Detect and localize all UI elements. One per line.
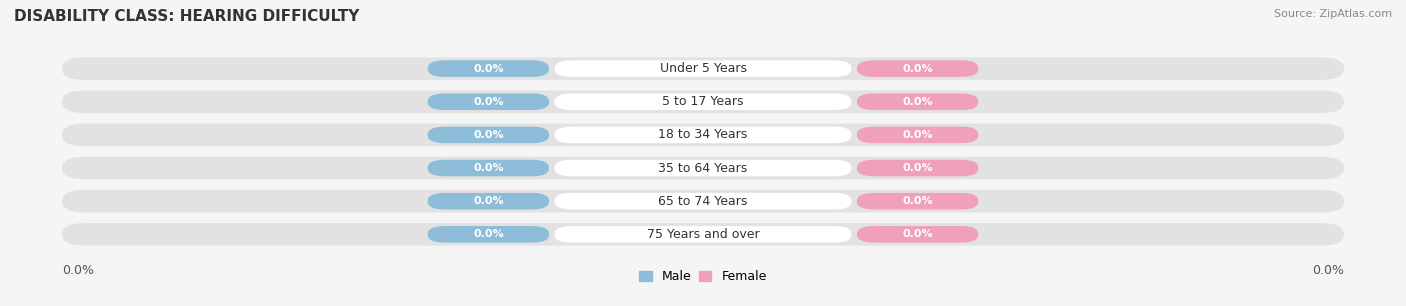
Text: 65 to 74 Years: 65 to 74 Years (658, 195, 748, 208)
FancyBboxPatch shape (554, 93, 852, 110)
FancyBboxPatch shape (427, 127, 550, 143)
FancyBboxPatch shape (427, 193, 550, 210)
Text: 0.0%: 0.0% (903, 229, 934, 239)
FancyBboxPatch shape (554, 127, 852, 143)
Text: 18 to 34 Years: 18 to 34 Years (658, 129, 748, 141)
Text: 5 to 17 Years: 5 to 17 Years (662, 95, 744, 108)
FancyBboxPatch shape (427, 60, 550, 77)
Text: 0.0%: 0.0% (472, 130, 503, 140)
Text: 0.0%: 0.0% (903, 97, 934, 107)
Text: 0.0%: 0.0% (62, 264, 94, 277)
FancyBboxPatch shape (856, 226, 979, 243)
FancyBboxPatch shape (427, 226, 550, 243)
FancyBboxPatch shape (554, 193, 852, 210)
FancyBboxPatch shape (62, 190, 1344, 212)
Legend: Male, Female: Male, Female (634, 265, 772, 289)
Text: 0.0%: 0.0% (472, 196, 503, 206)
FancyBboxPatch shape (856, 93, 979, 110)
FancyBboxPatch shape (554, 226, 852, 243)
Text: 75 Years and over: 75 Years and over (647, 228, 759, 241)
FancyBboxPatch shape (62, 124, 1344, 146)
Text: 0.0%: 0.0% (903, 130, 934, 140)
Text: 0.0%: 0.0% (472, 97, 503, 107)
FancyBboxPatch shape (62, 91, 1344, 113)
Text: 35 to 64 Years: 35 to 64 Years (658, 162, 748, 174)
FancyBboxPatch shape (62, 57, 1344, 80)
FancyBboxPatch shape (62, 223, 1344, 246)
FancyBboxPatch shape (554, 160, 852, 176)
FancyBboxPatch shape (554, 60, 852, 77)
Text: Source: ZipAtlas.com: Source: ZipAtlas.com (1274, 9, 1392, 19)
Text: 0.0%: 0.0% (903, 196, 934, 206)
Text: 0.0%: 0.0% (472, 229, 503, 239)
Text: 0.0%: 0.0% (903, 163, 934, 173)
Text: 0.0%: 0.0% (1312, 264, 1344, 277)
FancyBboxPatch shape (856, 60, 979, 77)
Text: DISABILITY CLASS: HEARING DIFFICULTY: DISABILITY CLASS: HEARING DIFFICULTY (14, 9, 360, 24)
Text: 0.0%: 0.0% (472, 163, 503, 173)
Text: Under 5 Years: Under 5 Years (659, 62, 747, 75)
Text: 0.0%: 0.0% (903, 64, 934, 74)
Text: 0.0%: 0.0% (472, 64, 503, 74)
FancyBboxPatch shape (427, 93, 550, 110)
FancyBboxPatch shape (856, 160, 979, 176)
FancyBboxPatch shape (427, 160, 550, 176)
FancyBboxPatch shape (856, 127, 979, 143)
FancyBboxPatch shape (856, 193, 979, 210)
FancyBboxPatch shape (62, 157, 1344, 179)
